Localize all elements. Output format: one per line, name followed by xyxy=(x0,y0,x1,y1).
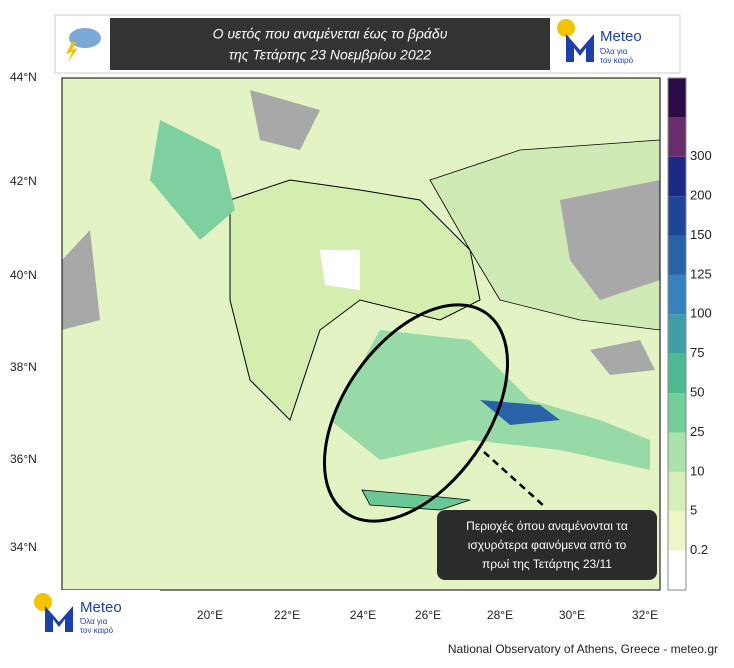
annotation-box xyxy=(437,510,657,580)
colorbar-label: 150 xyxy=(690,227,712,242)
annotation: πρωί της Τετάρτης 23/11 xyxy=(482,557,612,571)
colorbar-label: 100 xyxy=(690,306,712,321)
colorbar-label: 125 xyxy=(690,266,712,281)
lon-label: 22°E xyxy=(274,608,300,622)
weather-icon xyxy=(66,28,101,62)
colorbar-block xyxy=(668,314,686,354)
lat-label: 34°N xyxy=(10,540,37,554)
logo-name: Meteo xyxy=(600,28,642,45)
colorbar-block xyxy=(668,274,686,315)
colorbar-block xyxy=(668,511,686,551)
title: της Τετάρτης 23 Νοεμβρίου 2022 xyxy=(229,47,432,63)
logo-name: Meteo xyxy=(80,599,122,616)
colorbar-label: 75 xyxy=(690,345,704,360)
logo-tagline: Όλα για xyxy=(79,617,108,626)
colorbar-block xyxy=(668,235,686,275)
colorbar-block xyxy=(668,471,686,512)
logo-top: Meteo Όλα για τον καιρό xyxy=(557,19,642,65)
lat-label: 36°N xyxy=(10,452,37,466)
colorbar-label: 0.2 xyxy=(690,542,708,557)
logo-bottom: Meteo Όλα για τον καιρό xyxy=(30,590,160,635)
annotation: ισχυρότερα φαινόμενα από το xyxy=(468,538,627,552)
colorbar-block xyxy=(668,156,686,197)
colorbar: 0.2 5 10 25 50 75 100 125 150 200 300 xyxy=(667,77,712,591)
colorbar-label: 5 xyxy=(690,503,697,518)
lon-label: 20°E xyxy=(197,608,223,622)
logo-tagline: Όλα για xyxy=(599,47,628,56)
colorbar-block xyxy=(668,550,686,590)
lat-label: 38°N xyxy=(10,360,37,374)
colorbar-block xyxy=(668,117,686,157)
map-frame xyxy=(61,77,661,591)
logo-tagline: τον καιρό xyxy=(600,56,634,65)
graticule-labels: 44°N 42°N 40°N 38°N 36°N 34°N 20°E 22°E 24°E 26°E… xyxy=(10,70,658,622)
lon-label: 24°E xyxy=(350,608,376,622)
lat-label: 42°N xyxy=(10,174,37,188)
lat-label: 44°N xyxy=(10,70,37,84)
colorbar-block xyxy=(668,196,686,236)
logo-tagline: τον καιρό xyxy=(80,626,114,635)
colorbar-label: 200 xyxy=(690,188,712,203)
lat-label: 40°N xyxy=(10,268,37,282)
annotation: Περιοχές όπου αναμένονται τα xyxy=(466,519,628,533)
colorbar-block xyxy=(668,353,686,394)
map xyxy=(62,78,660,590)
colorbar-block xyxy=(668,78,686,118)
colorbar-label: 50 xyxy=(690,385,704,400)
title-box xyxy=(110,18,550,70)
colorbar-label: 300 xyxy=(690,148,712,163)
footer: National Observatory of Athens, Greece -… xyxy=(448,642,718,656)
lon-label: 32°E xyxy=(632,608,658,622)
lon-label: 26°E xyxy=(415,608,441,622)
highlight-ellipse xyxy=(322,303,510,523)
colorbar-label: 10 xyxy=(690,463,704,478)
colorbar-label: 25 xyxy=(690,424,704,439)
lon-label: 28°E xyxy=(487,608,513,622)
lon-label: 30°E xyxy=(559,608,585,622)
pointer-line xyxy=(483,451,546,508)
colorbar-block xyxy=(668,432,686,472)
title: Ο υετός που αναμένεται έως το βράδυ xyxy=(213,26,448,42)
colorbar-frame xyxy=(667,77,687,591)
colorbar-block xyxy=(668,393,686,433)
